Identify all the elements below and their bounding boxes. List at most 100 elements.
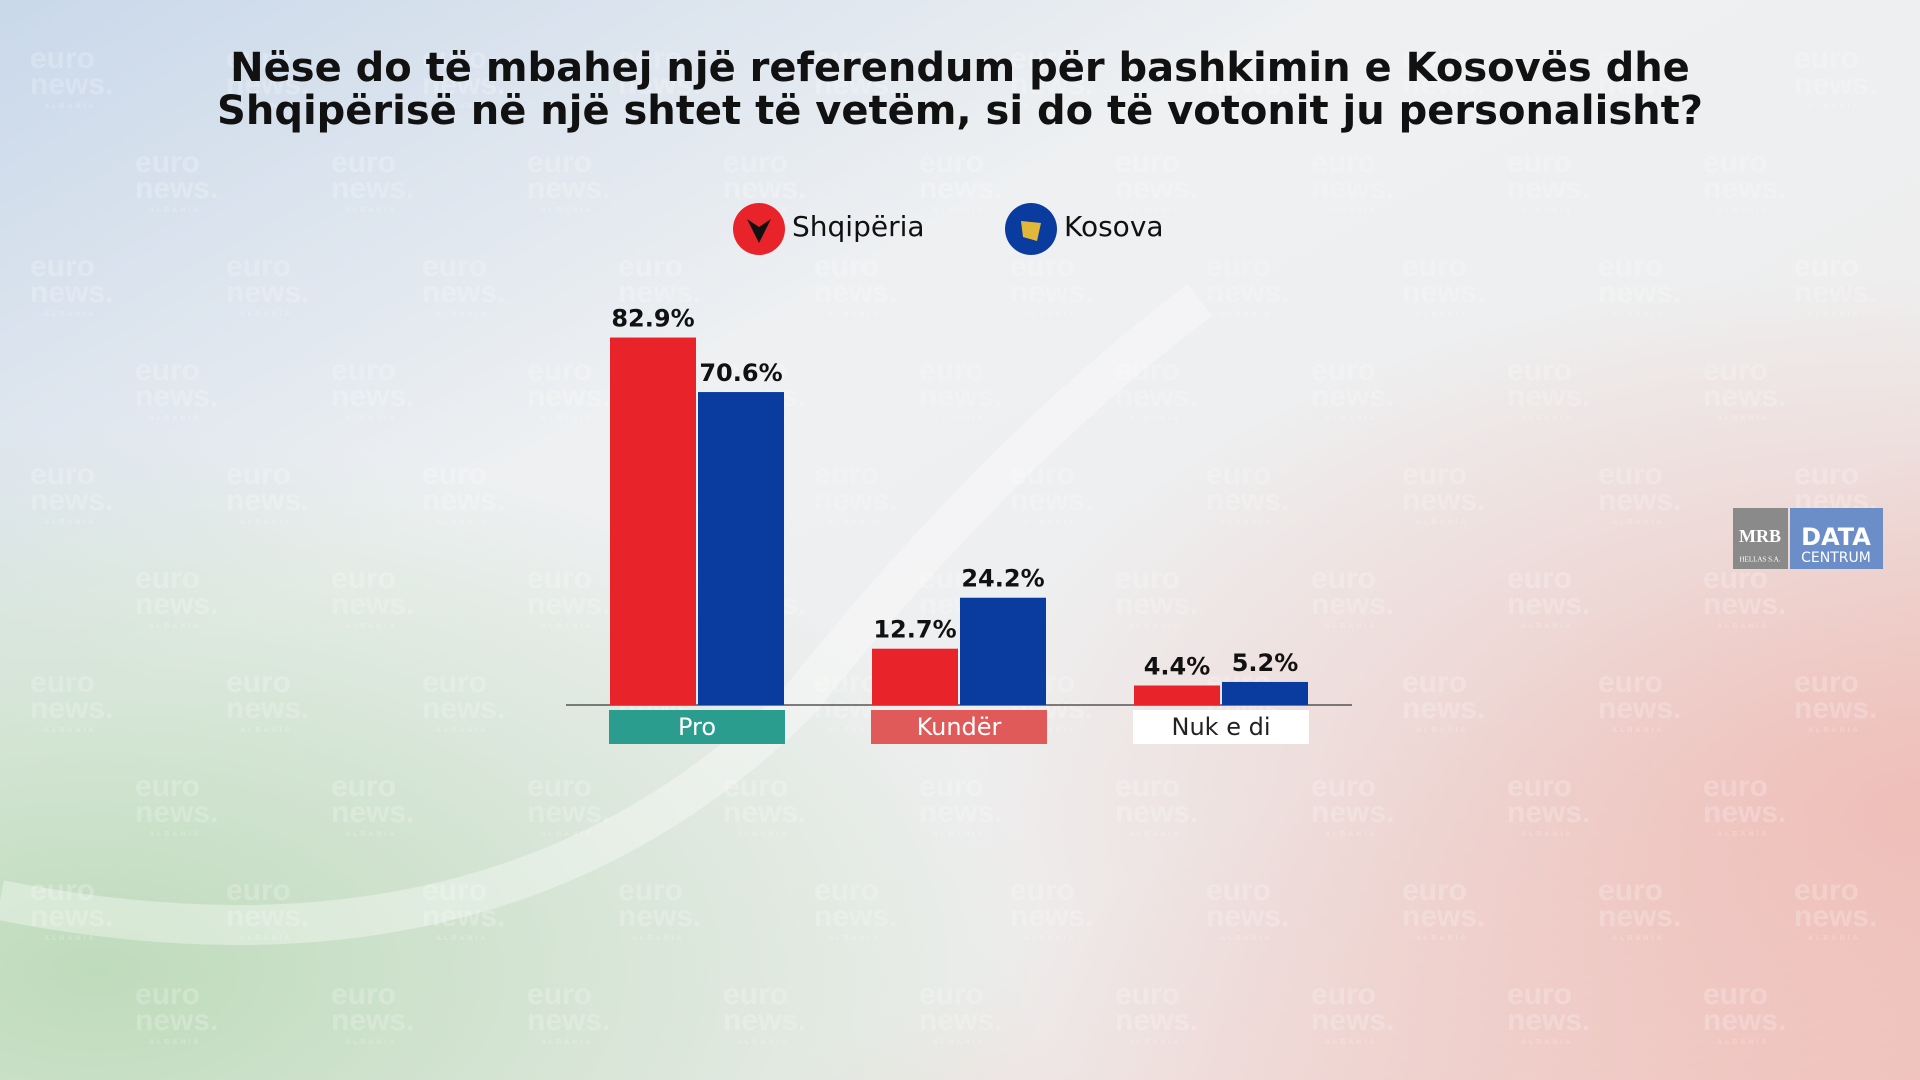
watermark-text: news. xyxy=(1507,588,1590,621)
watermark-text: ALBANIA xyxy=(1024,935,1077,942)
watermark-text: news. xyxy=(226,68,309,101)
watermark-text: ALBANIA xyxy=(828,935,881,942)
chart-title: Nëse do të mbahej një referendum për bas… xyxy=(230,45,1690,91)
watermark-text: euro xyxy=(1010,250,1075,283)
watermark-text: euro xyxy=(919,354,984,387)
watermark-text: euro xyxy=(1402,42,1467,75)
watermark-text: news. xyxy=(1311,796,1394,829)
watermark-text: ALBANIA xyxy=(1220,935,1273,942)
watermark-text: euro xyxy=(1206,250,1271,283)
watermark-text: euro xyxy=(1115,770,1180,803)
watermark-text: ALBANIA xyxy=(1416,103,1469,110)
watermark-text: euro xyxy=(814,874,879,907)
watermark-text: news. xyxy=(1507,796,1590,829)
data-label: 82.9% xyxy=(611,305,694,333)
watermark-text: news. xyxy=(1010,900,1093,933)
watermark-text: euro xyxy=(618,42,683,75)
watermark-text: news. xyxy=(331,172,414,205)
watermark-text: euro xyxy=(30,666,95,699)
watermark-text: euro xyxy=(1703,770,1768,803)
watermark-text: euro xyxy=(30,250,95,283)
data-label: 12.7% xyxy=(873,616,956,644)
watermark-text: euro xyxy=(1115,146,1180,179)
watermark-text: news. xyxy=(1703,380,1786,413)
watermark-text: news. xyxy=(1703,588,1786,621)
watermark-text: euro xyxy=(331,770,396,803)
watermark-text: euro xyxy=(226,42,291,75)
bar xyxy=(1134,685,1220,705)
watermark-text: euro xyxy=(1311,978,1376,1011)
watermark-text: news. xyxy=(618,68,701,101)
legend-icon xyxy=(1021,221,1041,241)
watermark-text: ALBANIA xyxy=(44,935,97,942)
watermark-text: ALBANIA xyxy=(1808,727,1861,734)
watermark-text: ALBANIA xyxy=(828,103,881,110)
watermark-text: ALBANIA xyxy=(632,311,685,318)
watermark-text: ALBANIA xyxy=(1521,831,1574,838)
watermark-text: ALBANIA xyxy=(1325,207,1378,214)
watermark-text: ALBANIA xyxy=(1325,415,1378,422)
watermark-text: ALBANIA xyxy=(149,415,202,422)
watermark-text: euro xyxy=(1115,354,1180,387)
watermark-text: euro xyxy=(1402,250,1467,283)
watermark-text: euro xyxy=(618,250,683,283)
watermark-text: euro xyxy=(331,978,396,1011)
watermark-text: euro xyxy=(1010,42,1075,75)
watermark-text: euro xyxy=(135,354,200,387)
watermark-text: news. xyxy=(422,484,505,517)
watermark-text: news. xyxy=(1794,692,1877,725)
watermark-text: euro xyxy=(723,146,788,179)
watermark-text: news. xyxy=(422,276,505,309)
watermark-text: news. xyxy=(1507,380,1590,413)
watermark-text: news. xyxy=(1794,276,1877,309)
watermark-text: news. xyxy=(1115,796,1198,829)
watermark-text: ALBANIA xyxy=(44,727,97,734)
watermark-text: news. xyxy=(723,796,806,829)
watermark-text: ALBANIA xyxy=(1129,415,1182,422)
watermark-text: news. xyxy=(1206,276,1289,309)
watermark-text: ALBANIA xyxy=(240,519,293,526)
watermark-text: ALBANIA xyxy=(1129,1039,1182,1046)
watermark-text: ALBANIA xyxy=(1129,831,1182,838)
watermark-text: ALBANIA xyxy=(828,727,881,734)
watermark-text: news. xyxy=(135,380,218,413)
watermark-text: euro xyxy=(226,458,291,491)
watermark-text: euro xyxy=(135,978,200,1011)
watermark-text: news. xyxy=(422,68,505,101)
watermark-text: news. xyxy=(1311,1004,1394,1037)
watermark-text: news. xyxy=(814,484,897,517)
watermark-text: news. xyxy=(814,900,897,933)
watermark-text: ALBANIA xyxy=(436,519,489,526)
watermark-text: news. xyxy=(1010,276,1093,309)
watermark-text: euro xyxy=(1206,874,1271,907)
watermark-text: ALBANIA xyxy=(345,207,398,214)
watermark-text: euro xyxy=(135,562,200,595)
watermark-text: euro xyxy=(1598,458,1663,491)
watermark-text: euro xyxy=(1206,458,1271,491)
watermark-text: euro xyxy=(1010,458,1075,491)
watermark-text: ALBANIA xyxy=(541,1039,594,1046)
watermark-text: ALBANIA xyxy=(541,831,594,838)
watermark-text: ALBANIA xyxy=(436,727,489,734)
watermark-text: news. xyxy=(30,68,113,101)
category-box xyxy=(609,710,785,744)
watermark-text: news. xyxy=(527,796,610,829)
watermark-text: news. xyxy=(1507,172,1590,205)
watermark-text: news. xyxy=(331,380,414,413)
watermark-text: euro xyxy=(30,458,95,491)
watermark-text: euro xyxy=(1598,666,1663,699)
watermark-text: news. xyxy=(1703,172,1786,205)
watermark-text: news. xyxy=(30,276,113,309)
watermark-text: ALBANIA xyxy=(828,519,881,526)
watermark-text: ALBANIA xyxy=(1717,623,1770,630)
watermark-text: news. xyxy=(422,692,505,725)
data-label: 24.2% xyxy=(961,565,1044,593)
watermark-text: news. xyxy=(527,588,610,621)
x-tick-label: Nuk e di xyxy=(1172,713,1271,741)
watermark-text: news. xyxy=(1402,900,1485,933)
watermark-text: ALBANIA xyxy=(632,103,685,110)
watermark-text: news. xyxy=(1206,68,1289,101)
watermark-text: ALBANIA xyxy=(149,623,202,630)
bar xyxy=(960,597,1046,705)
watermark-text: euro xyxy=(723,770,788,803)
